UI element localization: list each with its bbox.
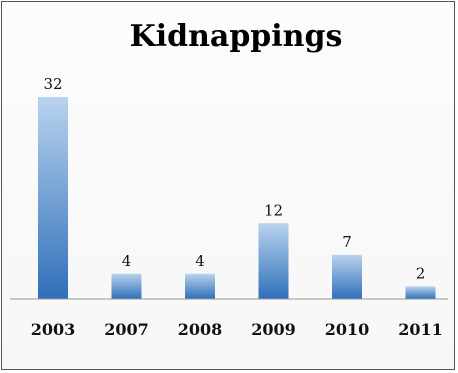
x-tick-labels: 2003 2007 2008 2009 2010 2011 [31, 320, 443, 339]
data-label-2008: 4 [195, 252, 205, 270]
bar-2003 [38, 97, 68, 299]
x-tick-label-2008: 2008 [178, 320, 223, 339]
x-tick-label-2009: 2009 [251, 320, 296, 339]
data-labels: 32 4 4 12 7 2 [43, 75, 425, 282]
data-label-2003: 32 [43, 75, 62, 93]
bar-2011 [405, 286, 436, 299]
data-label-2007: 4 [122, 252, 132, 270]
x-tick-label-2010: 2010 [325, 320, 370, 339]
data-label-2009: 12 [264, 201, 283, 219]
bar-2008 [185, 273, 215, 299]
x-tick-label-2011: 2011 [398, 320, 443, 339]
bar-2009 [258, 223, 289, 299]
bar-2010 [332, 254, 362, 299]
data-label-2011: 2 [416, 264, 426, 282]
data-label-2010: 7 [342, 233, 352, 251]
bars-group [38, 97, 436, 299]
chart-title: Kidnappings [130, 19, 343, 54]
x-tick-label-2003: 2003 [31, 320, 76, 339]
x-tick-label-2007: 2007 [104, 320, 149, 339]
bar-2007 [111, 273, 142, 299]
